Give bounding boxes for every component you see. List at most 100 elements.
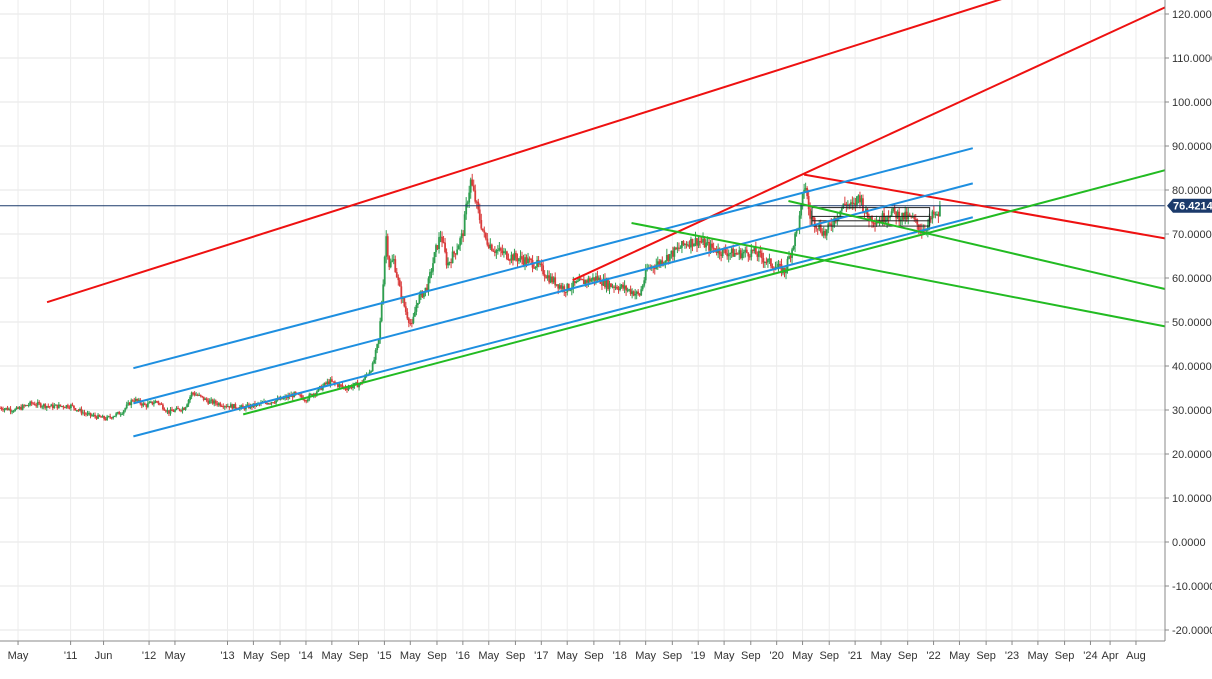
candle-body	[678, 247, 680, 249]
candle-body	[317, 387, 320, 392]
candle-body	[883, 213, 885, 222]
candle-body	[798, 215, 801, 229]
candle-body	[495, 250, 498, 253]
grid-layer	[0, 0, 1165, 641]
candle-body	[267, 403, 270, 405]
candle-body	[789, 256, 792, 258]
candle-body	[750, 249, 753, 257]
candle-body	[199, 394, 202, 396]
candle-body	[198, 394, 201, 396]
candle-body	[441, 236, 443, 243]
candle-body	[151, 401, 154, 405]
candle-body	[89, 412, 92, 416]
candle-body	[890, 211, 893, 217]
trendline	[631, 222, 1166, 328]
candle-body	[684, 244, 686, 246]
candle-body	[383, 256, 386, 285]
candle-body	[329, 379, 332, 385]
candle-body	[807, 196, 810, 210]
candle-body	[33, 403, 36, 406]
candle-body	[109, 416, 112, 418]
candle-body	[426, 287, 428, 292]
candle-body	[507, 259, 510, 261]
candle-body	[859, 195, 861, 203]
candle-body	[213, 400, 216, 404]
candle-body	[753, 247, 756, 251]
candle-body	[641, 285, 644, 290]
current-price-badge	[1167, 198, 1212, 213]
x-tick-label: Sep	[898, 650, 918, 662]
y-tick-label: -10.0000	[1172, 581, 1212, 593]
candle-body	[172, 410, 175, 412]
candle-body	[668, 254, 671, 261]
candle-body	[210, 399, 213, 401]
candle-body	[12, 411, 15, 413]
candle-body	[326, 381, 329, 385]
candle-body	[569, 289, 572, 291]
candle-body	[2, 409, 4, 411]
x-tick-label: '13	[220, 650, 234, 662]
candle-body	[80, 408, 83, 414]
candle-body	[718, 248, 721, 255]
candle-body	[554, 277, 557, 286]
candle-body	[931, 211, 934, 220]
candle-body	[413, 311, 416, 317]
candle-body	[174, 409, 176, 412]
candle-body	[682, 241, 685, 245]
candle-body	[484, 232, 487, 239]
candle-body	[30, 401, 33, 404]
candle-body	[735, 253, 738, 255]
candle-body	[744, 249, 747, 252]
x-axis-panel	[0, 641, 1165, 674]
candle-body	[694, 238, 697, 244]
candle-body	[404, 306, 407, 312]
candle-body	[691, 238, 694, 247]
candle-body	[681, 241, 683, 248]
x-tick-label: '19	[691, 650, 705, 662]
y-axis-panel	[1165, 0, 1212, 674]
candle-body	[391, 260, 394, 262]
candle-body	[421, 291, 424, 298]
x-tick-label: '18	[613, 650, 627, 662]
x-tick-label: May	[478, 650, 499, 662]
candle-body	[786, 258, 789, 270]
candle-body	[638, 293, 641, 296]
candle-body	[382, 284, 385, 304]
candle-body	[38, 402, 41, 404]
candle-body	[578, 278, 581, 282]
candle-body	[730, 248, 733, 254]
candle-body	[875, 222, 878, 225]
candle-body	[454, 253, 457, 255]
candle-body	[183, 408, 185, 410]
candle-body	[74, 408, 77, 411]
x-tick-label: '20	[769, 650, 783, 662]
candle-body	[66, 405, 69, 408]
candle-body	[451, 251, 454, 264]
candle-body	[133, 400, 136, 402]
candle-body	[50, 404, 53, 407]
candle-body	[241, 405, 244, 407]
x-tick-label: May	[792, 650, 813, 662]
x-tick-label: May	[1028, 650, 1049, 662]
candle-body	[840, 208, 843, 211]
candle-body	[522, 259, 525, 265]
candle-body	[201, 395, 204, 397]
x-tick-label: May	[635, 650, 656, 662]
candle-body	[869, 216, 872, 221]
candle-body	[380, 303, 383, 322]
candle-body	[398, 280, 401, 287]
candle-body	[303, 400, 306, 402]
x-tick-label: May	[243, 650, 264, 662]
candle-body	[697, 240, 700, 246]
candle-body	[757, 251, 760, 257]
candle-body	[929, 218, 932, 220]
candle-body	[435, 245, 437, 253]
candle-body	[598, 277, 600, 280]
candle-body	[14, 409, 16, 412]
candle-body	[760, 252, 763, 259]
y-tick-label: 60.0000	[1172, 273, 1212, 285]
x-tick-label: May	[400, 650, 421, 662]
candle-body	[792, 246, 795, 250]
candle-body	[626, 289, 629, 291]
